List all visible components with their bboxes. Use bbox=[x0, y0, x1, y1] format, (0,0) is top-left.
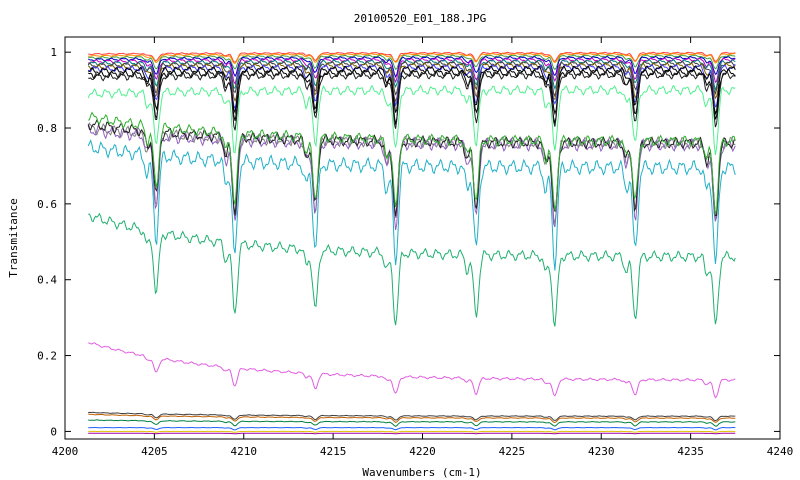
y-tick-label: 0.6 bbox=[37, 198, 57, 211]
series-group bbox=[87, 51, 736, 435]
series-line bbox=[88, 413, 736, 424]
series-line bbox=[88, 430, 736, 433]
x-tick-label: 4240 bbox=[767, 445, 794, 458]
series-line bbox=[88, 57, 736, 85]
axis-ticks: 4200 4205 4210 4215 4220 4225 4230 4235 4240 0 0.2… bbox=[37, 37, 793, 458]
y-tick-label: 0 bbox=[50, 425, 57, 438]
series-line bbox=[88, 419, 736, 427]
series-line bbox=[88, 342, 736, 399]
series-line bbox=[88, 432, 736, 435]
x-axis-label: Wavenumbers (cm-1) bbox=[362, 466, 481, 479]
y-tick-label: 1 bbox=[50, 46, 57, 59]
y-tick-label: 0.8 bbox=[37, 122, 57, 135]
series-line bbox=[88, 52, 736, 64]
series-line bbox=[87, 62, 736, 103]
chart-title: 20100520_E01_188.JPG bbox=[354, 12, 486, 25]
x-tick-label: 4205 bbox=[141, 445, 168, 458]
series-line bbox=[88, 411, 736, 422]
x-tick-label: 4220 bbox=[409, 445, 436, 458]
series-line bbox=[87, 139, 736, 271]
series-line bbox=[87, 84, 736, 155]
series-line bbox=[88, 212, 736, 327]
series-line bbox=[87, 56, 736, 78]
series-line bbox=[88, 111, 736, 215]
x-tick-label: 4210 bbox=[231, 445, 258, 458]
x-tick-label: 4225 bbox=[499, 445, 526, 458]
x-tick-label: 4215 bbox=[320, 445, 347, 458]
x-tick-label: 4200 bbox=[52, 445, 79, 458]
y-tick-label: 0.2 bbox=[37, 350, 57, 363]
series-line bbox=[87, 63, 736, 111]
x-tick-label: 4235 bbox=[677, 445, 704, 458]
series-line bbox=[88, 51, 736, 63]
x-tick-label: 4230 bbox=[588, 445, 615, 458]
series-line bbox=[88, 426, 736, 431]
y-tick-label: 0.4 bbox=[37, 274, 57, 287]
series-line bbox=[88, 70, 736, 131]
y-axis-label: Transmitance bbox=[7, 198, 20, 277]
